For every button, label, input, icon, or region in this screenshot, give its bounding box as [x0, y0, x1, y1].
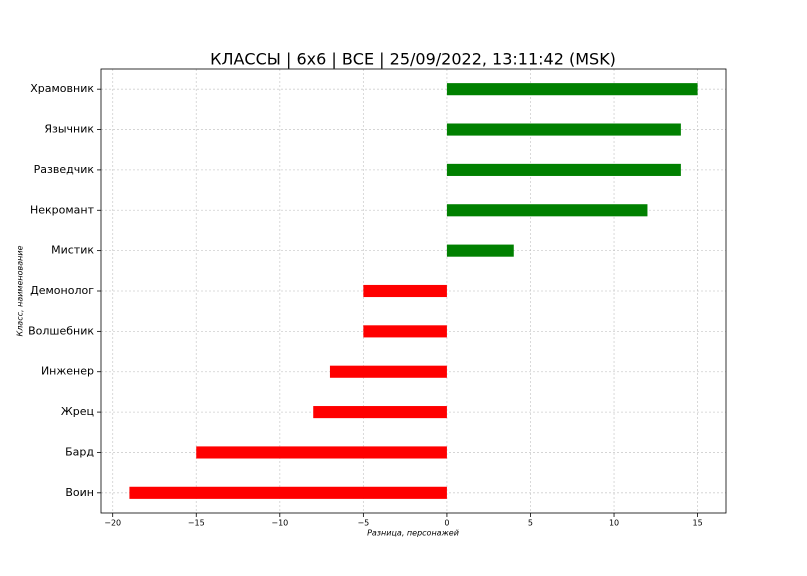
y-tick-label: Инженер	[41, 365, 94, 378]
bar	[329, 365, 447, 378]
y-tick-label: Мистик	[51, 244, 94, 257]
x-tick-label: 5	[528, 519, 533, 528]
y-tick-label: Храмовник	[30, 82, 94, 95]
y-tick-label: Бард	[65, 445, 94, 458]
y-axis-label: Класс, наименование	[16, 245, 25, 336]
bar	[446, 83, 698, 96]
bar	[363, 284, 447, 298]
x-tick-label: −10	[271, 519, 288, 528]
bar	[446, 123, 681, 136]
y-tick-label: Демонолог	[30, 284, 94, 297]
bar	[446, 204, 648, 217]
y-tick-label: Жрец	[61, 405, 94, 418]
bar	[313, 406, 447, 419]
bar	[363, 325, 447, 338]
x-axis-label: Разница, персонажей	[367, 529, 459, 538]
x-tick-label: −15	[188, 519, 205, 528]
bar	[446, 244, 514, 257]
bar	[129, 486, 447, 499]
y-tick-label: Некромант	[30, 203, 95, 216]
x-tick-label: 0	[444, 519, 449, 528]
x-tick-label: −5	[357, 519, 369, 528]
y-tick-label: Волшебник	[28, 324, 94, 337]
chart-title: КЛАССЫ | 6x6 | ВСЕ | 25/09/2022, 13:11:4…	[210, 50, 616, 69]
y-tick-label: Язычник	[44, 123, 94, 136]
x-tick-label: 10	[609, 519, 619, 528]
y-tick-label: Разведчик	[34, 163, 95, 176]
bar	[196, 446, 447, 459]
plot-frame	[100, 68, 727, 514]
x-tick-label: 15	[692, 519, 702, 528]
y-tick-label: Воин	[65, 486, 94, 499]
bar	[446, 163, 681, 176]
x-tick-label: −20	[104, 519, 121, 528]
